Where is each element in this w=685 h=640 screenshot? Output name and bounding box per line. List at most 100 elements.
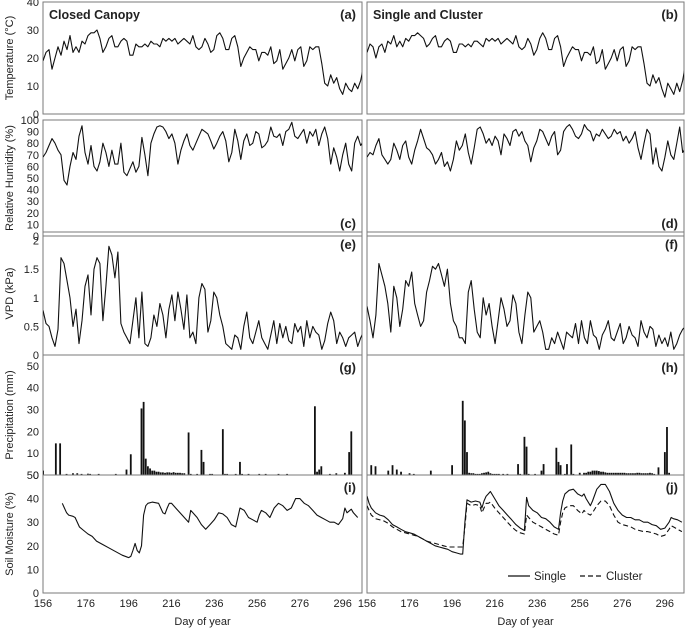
precip-bar (570, 444, 573, 475)
precip-bar (318, 469, 321, 475)
precip-bar (172, 472, 175, 475)
precip-bar (313, 406, 316, 475)
precip-bar (591, 470, 594, 475)
series-line-cluster (367, 500, 683, 548)
x-tick-label: 176 (77, 598, 95, 610)
x-tick-label: 196 (119, 598, 137, 610)
legend-label-single: Single (534, 571, 566, 583)
precip-bar (209, 473, 211, 475)
panel-label: (f) (665, 237, 678, 252)
precip-bar (286, 473, 288, 475)
precip-bar (125, 469, 128, 475)
plot-area (370, 400, 671, 475)
precip-bar (43, 470, 44, 475)
y-axis-label-soil_moisture: Soil Moisture (%) (4, 492, 16, 576)
y-tick-label: 1.5 (24, 264, 39, 276)
precip-bar (542, 464, 545, 475)
precip-bar (640, 473, 643, 475)
y-tick-label: 10 (27, 564, 39, 576)
precip-bar (335, 473, 338, 475)
precip-bar (183, 473, 186, 475)
panel-label: (i) (344, 480, 356, 495)
precip-bar (87, 473, 89, 475)
precip-bar (408, 473, 411, 475)
precip-bar (583, 472, 585, 475)
precip-bar (166, 472, 169, 475)
plot-area (367, 124, 684, 172)
plot-area (61, 498, 359, 559)
y-axis-label-relative_humidity: Relative Humidity (%) (4, 125, 16, 231)
precip-bar (80, 473, 83, 475)
y-tick-label: 20 (27, 426, 39, 438)
x-tick-label: 156 (358, 598, 376, 610)
panel-f: (f) (366, 231, 685, 356)
x-tick-label: 296 (656, 598, 674, 610)
precip-bar (179, 472, 181, 475)
precip-bar (463, 420, 466, 475)
precip-bar (59, 443, 62, 475)
precip-bar (491, 473, 494, 475)
precip-bar (566, 464, 568, 475)
panel-label: (a) (340, 7, 356, 22)
x-tick-label: 276 (291, 598, 309, 610)
y-axis-label-temperature: Temperature (°C) (4, 16, 16, 100)
series-line-soil_moisture (61, 498, 359, 559)
precip-bar (472, 473, 475, 475)
y-tick-label: 80 (27, 138, 39, 150)
precip-bar (149, 468, 151, 475)
series-line-temperature (367, 32, 684, 98)
series-line-relative_humidity (43, 121, 362, 186)
precip-bar (534, 473, 536, 475)
column-title: Single and Cluster (373, 8, 483, 22)
x-tick-label: 236 (205, 598, 223, 610)
precip-bar (202, 461, 205, 475)
plot-area (367, 32, 684, 98)
precip-bar (506, 473, 509, 475)
plot-area (43, 245, 362, 350)
precip-bar (557, 461, 560, 475)
y-tick-label: 10 (27, 219, 39, 231)
precip-bar (374, 466, 377, 475)
panel-e: 0 0.5 1 1.5 2 (e) (24, 231, 363, 362)
precip-bar (451, 465, 454, 475)
panel-h: (h) (366, 354, 685, 476)
precip-bar (525, 446, 528, 475)
precip-bar (644, 473, 647, 475)
x-axis-label: Day of year (174, 616, 231, 628)
precip-bar (587, 471, 590, 475)
y-tick-label: 100 (21, 115, 39, 127)
y-tick-label: 30 (27, 25, 39, 37)
precip-bar (517, 464, 519, 475)
precip-bar (461, 400, 464, 475)
precip-bar (176, 472, 179, 475)
panel-frame (42, 231, 363, 356)
precip-bar (200, 449, 203, 475)
x-tick-label: 236 (528, 598, 546, 610)
y-tick-label: 50 (27, 470, 39, 482)
x-axis-label: Day of year (497, 616, 554, 628)
precip-bar (578, 472, 581, 475)
series-line-vpd (367, 262, 684, 350)
plot-area (43, 29, 362, 95)
precip-bar (608, 472, 611, 475)
precip-bar (612, 472, 615, 475)
precip-bar (370, 465, 373, 475)
panel-label: (g) (339, 360, 356, 375)
precip-bar (189, 473, 192, 475)
precip-bar (493, 473, 496, 475)
precip-bar (429, 470, 432, 475)
y-tick-label: 1 (33, 293, 39, 305)
precip-bar (174, 472, 177, 475)
precip-bar (155, 471, 158, 475)
panel-frame (366, 231, 685, 356)
precip-bar (328, 473, 331, 475)
precip-bar (391, 465, 394, 475)
precip-bar (638, 472, 641, 475)
precip-bar (89, 473, 92, 475)
panel-b: Single and Cluster (b) (366, 1, 685, 115)
precip-bar (140, 408, 143, 475)
y-tick-label: 0 (33, 470, 39, 482)
panel-g: 0 10 20 30 40 50 (g) (27, 354, 363, 482)
y-tick-label: 0.5 (24, 321, 39, 333)
precip-bar (247, 473, 250, 475)
